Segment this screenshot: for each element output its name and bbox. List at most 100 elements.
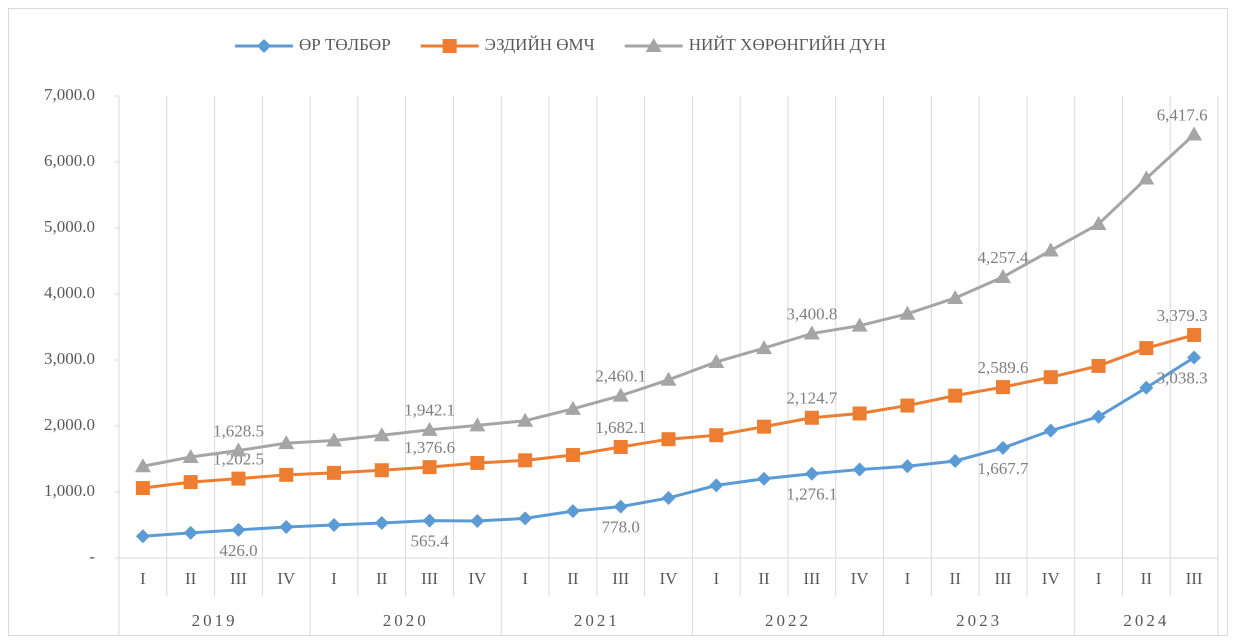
marker (422, 460, 437, 475)
y-tick-label: 1,000.0 (44, 481, 95, 500)
data-label: 1,942.1 (404, 401, 455, 420)
x-tick-label: III (230, 569, 247, 588)
data-label: 1,667.7 (977, 459, 1029, 478)
marker (947, 289, 964, 304)
data-label: 3,400.8 (786, 304, 837, 323)
marker (183, 525, 198, 540)
marker (1091, 409, 1106, 424)
marker (948, 453, 963, 468)
marker (374, 516, 389, 531)
data-label: 778.0 (602, 518, 640, 537)
marker (995, 440, 1010, 455)
marker (1043, 370, 1058, 385)
data-label: 1,682.1 (595, 418, 646, 437)
marker (756, 340, 773, 355)
marker (804, 410, 819, 425)
marker (1091, 358, 1106, 373)
marker (1186, 126, 1203, 141)
group-label: 2020 (383, 611, 429, 630)
data-label: 2,124.7 (786, 389, 838, 408)
marker (135, 481, 150, 496)
group-label: 2021 (574, 611, 620, 630)
x-tick-label: I (1096, 569, 1102, 588)
marker (900, 398, 915, 413)
data-label: 1,202.5 (213, 450, 264, 469)
marker (709, 428, 724, 443)
marker (948, 388, 963, 403)
marker (709, 478, 724, 493)
marker (135, 529, 150, 544)
marker (182, 449, 199, 464)
y-tick-label: 3,000.0 (44, 349, 95, 368)
marker (1187, 327, 1202, 342)
x-tick-label: I (522, 569, 528, 588)
marker (134, 458, 151, 473)
y-tick-label: 6,000.0 (44, 151, 95, 170)
x-tick-label: III (421, 569, 438, 588)
x-tick-label: IV (660, 569, 679, 588)
marker (660, 371, 677, 386)
y-tick-label: - (89, 547, 95, 566)
marker (900, 459, 915, 474)
legend-label: НИЙТ ХӨРӨНГИЙН ДҮН (689, 35, 886, 54)
x-tick-label: III (1186, 569, 1203, 588)
marker (469, 417, 486, 432)
marker (421, 421, 438, 436)
marker (851, 317, 868, 332)
marker (327, 465, 342, 480)
marker (804, 466, 819, 481)
marker (564, 400, 581, 415)
marker (613, 499, 628, 514)
x-tick-label: I (905, 569, 911, 588)
data-label: 6,417.6 (1157, 105, 1208, 124)
marker (326, 432, 343, 447)
x-tick-label: I (331, 569, 337, 588)
marker (803, 325, 820, 340)
marker (1187, 350, 1202, 365)
marker (518, 453, 533, 468)
marker (1043, 423, 1058, 438)
marker (661, 490, 676, 505)
data-label: 1,276.1 (786, 485, 837, 504)
x-tick-label: II (950, 569, 962, 588)
group-label: 2022 (765, 611, 811, 630)
x-tick-label: II (567, 569, 579, 588)
marker (279, 519, 294, 534)
marker (1042, 242, 1059, 257)
marker (1090, 216, 1107, 231)
x-tick-label: II (185, 569, 197, 588)
marker (1139, 341, 1154, 356)
marker (1139, 380, 1154, 395)
x-tick-label: I (713, 569, 719, 588)
x-tick-label: III (803, 569, 820, 588)
data-label: 3,038.3 (1157, 368, 1208, 387)
x-tick-label: II (376, 569, 388, 588)
marker (231, 471, 246, 486)
marker (373, 427, 390, 442)
marker (230, 442, 247, 457)
x-tick-label: IV (468, 569, 487, 588)
y-tick-label: 2,000.0 (44, 415, 95, 434)
data-label: 2,589.6 (977, 358, 1028, 377)
marker (899, 305, 916, 320)
marker (183, 475, 198, 490)
marker (661, 432, 676, 447)
marker (278, 435, 295, 450)
marker (757, 419, 772, 434)
marker (374, 463, 389, 478)
marker (279, 467, 294, 482)
marker (1138, 170, 1155, 185)
x-tick-label: IV (1042, 569, 1061, 588)
group-label: 2019 (192, 611, 238, 630)
data-label: 1,628.5 (213, 421, 264, 440)
marker (231, 522, 246, 537)
legend-label: ӨР ТӨЛБӨР (299, 35, 391, 54)
marker (612, 387, 629, 402)
data-label: 565.4 (410, 532, 449, 551)
marker (565, 504, 580, 519)
marker (852, 462, 867, 477)
data-label: 426.0 (219, 541, 257, 560)
legend-label: ЭЗДИЙН ӨМЧ (485, 35, 595, 54)
